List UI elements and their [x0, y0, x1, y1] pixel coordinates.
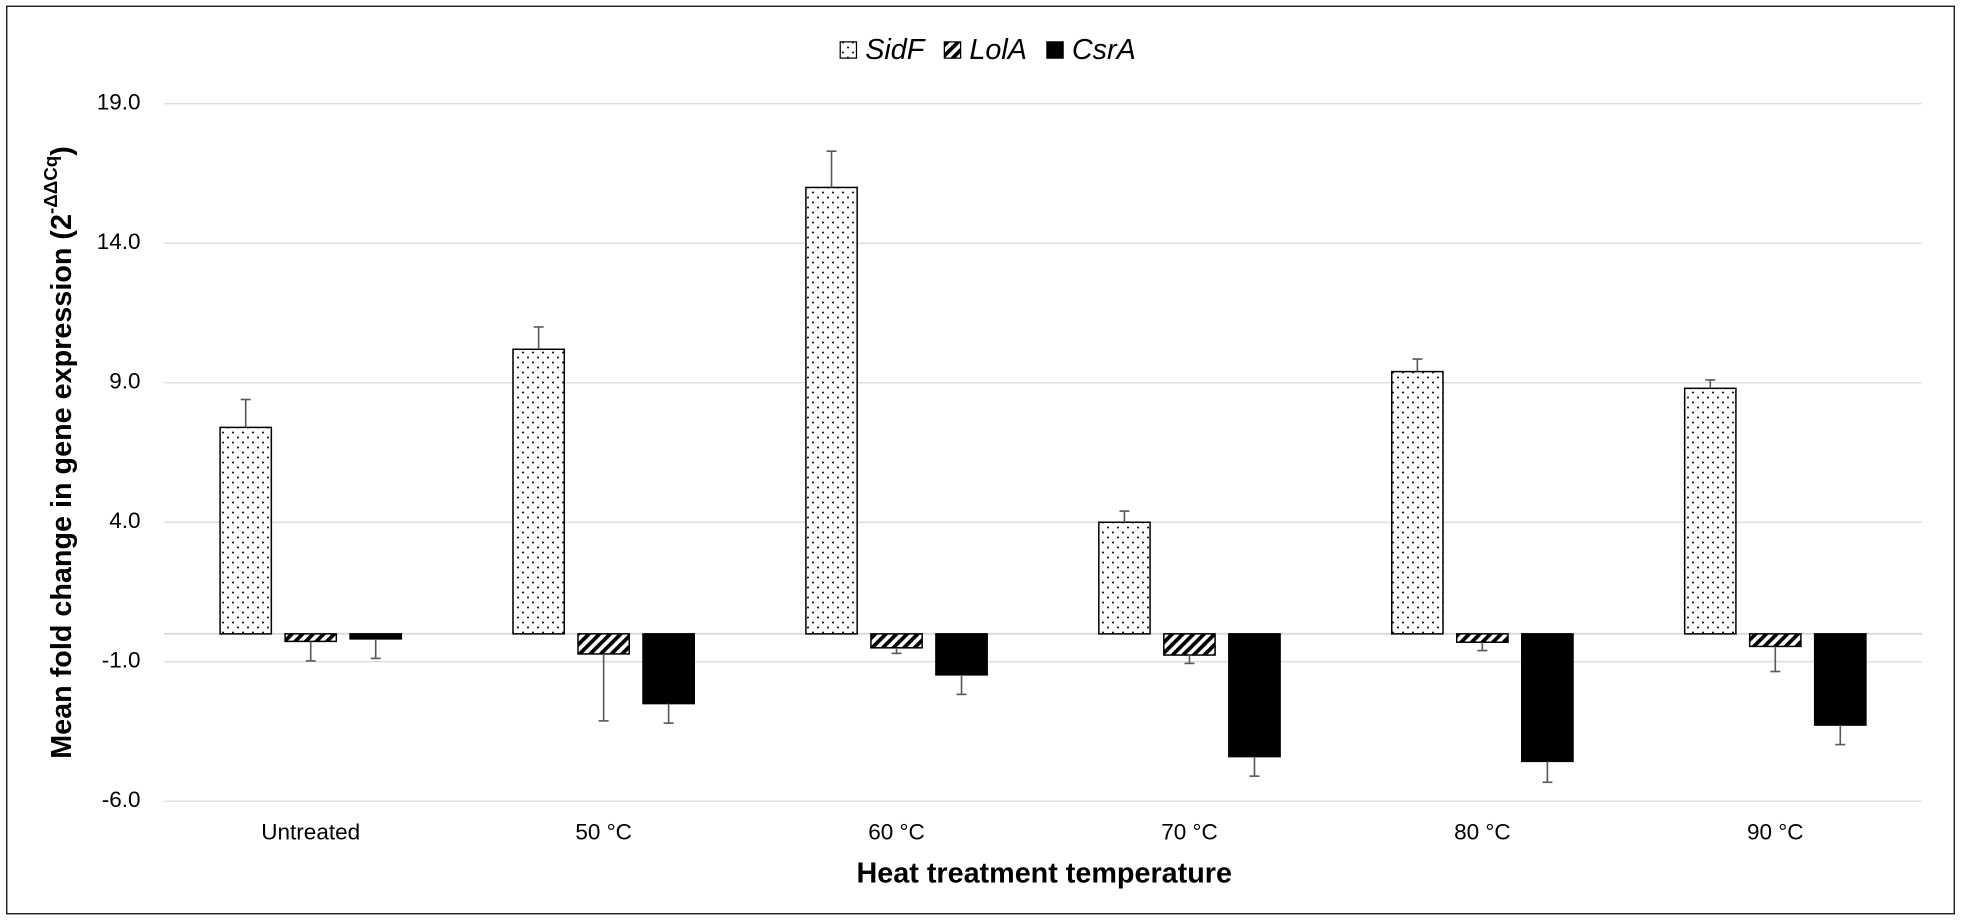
error-bar: [598, 653, 609, 722]
bar: [219, 426, 273, 635]
error-bar: [1770, 646, 1781, 673]
x-tick-label: 50 °C: [575, 820, 632, 845]
error-bar: [956, 674, 967, 696]
legend-label: LolA: [969, 34, 1027, 66]
legend-item: LolA: [943, 34, 1027, 66]
bar: [1098, 521, 1151, 635]
bar: [284, 633, 338, 643]
y-tick-label: -6.0: [102, 787, 141, 812]
bar: [1748, 633, 1802, 648]
error-bar: [1705, 379, 1716, 389]
error-bar: [370, 638, 381, 660]
error-bar: [1542, 761, 1553, 784]
x-tick-label: 70 °C: [1161, 820, 1218, 845]
bar: [1391, 370, 1444, 635]
legend-swatch: [943, 41, 962, 59]
legend-item: SidF: [839, 34, 926, 66]
bar: [935, 633, 988, 676]
y-tick-label: -1.0: [102, 648, 141, 673]
x-axis-title: Heat treatment temperature: [857, 858, 1232, 890]
error-bar: [1249, 756, 1260, 777]
x-tick-label: 60 °C: [868, 820, 925, 845]
bar: [1683, 387, 1737, 635]
error-bar: [826, 150, 837, 188]
x-tick-label: 90 °C: [1747, 820, 1804, 845]
y-tick-label: 4.0: [109, 508, 140, 533]
y-tick-label: 19.0: [97, 90, 141, 115]
bar: [1456, 633, 1509, 643]
bar: [805, 186, 858, 635]
y-axis-title-superscript: -ΔΔCq: [40, 156, 61, 214]
labels: -6.0 -1.0 4.0 9.0 14.0 19.0 Untreated 50 °C 60 °…: [97, 90, 1804, 845]
error-bar: [663, 703, 674, 724]
chart-frame: [6, 5, 1955, 915]
bar: [349, 633, 403, 640]
x-tick-label: Untreated: [261, 820, 360, 845]
legend-swatch: [839, 41, 858, 59]
bar: [1228, 633, 1281, 758]
legend: SidF LolA CsrA: [839, 34, 1136, 66]
error-bar: [891, 647, 902, 655]
legend-swatch: [1046, 41, 1064, 59]
y-axis-title: Mean fold change in gene expression (2-Δ…: [40, 146, 78, 759]
grid: [164, 103, 1922, 802]
y-tick-label: 14.0: [97, 229, 141, 254]
bar: [642, 633, 695, 705]
bar: [870, 633, 923, 649]
bars: [219, 150, 1867, 784]
y-axis-title-suffix: ): [46, 146, 78, 156]
error-bar: [1835, 725, 1846, 746]
bar: [512, 348, 565, 635]
y-tick-label: 9.0: [109, 369, 140, 394]
bar: [1163, 633, 1216, 656]
legend-label: CsrA: [1072, 34, 1136, 66]
legend-label: SidF: [865, 34, 926, 66]
error-bar: [1412, 358, 1423, 372]
error-bar: [533, 326, 544, 350]
bar: [577, 633, 630, 655]
error-bar: [305, 641, 316, 662]
bar: [1813, 633, 1867, 726]
error-bar: [1119, 510, 1130, 523]
x-tick-label: 80 °C: [1454, 820, 1511, 845]
error-bar: [1477, 642, 1488, 652]
bar: [1521, 633, 1574, 763]
y-axis-title-main: Mean fold change in gene expression (2: [46, 214, 78, 759]
error-bar: [240, 398, 251, 428]
legend-item: CsrA: [1046, 34, 1136, 66]
error-bar: [1184, 655, 1195, 665]
